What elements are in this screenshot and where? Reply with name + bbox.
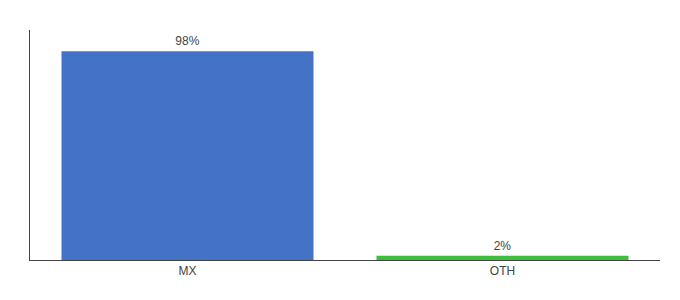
- svg-text:OTH: OTH: [490, 264, 515, 278]
- svg-text:MX: MX: [179, 264, 197, 278]
- svg-text:2%: 2%: [494, 239, 512, 253]
- svg-text:98%: 98%: [175, 34, 199, 48]
